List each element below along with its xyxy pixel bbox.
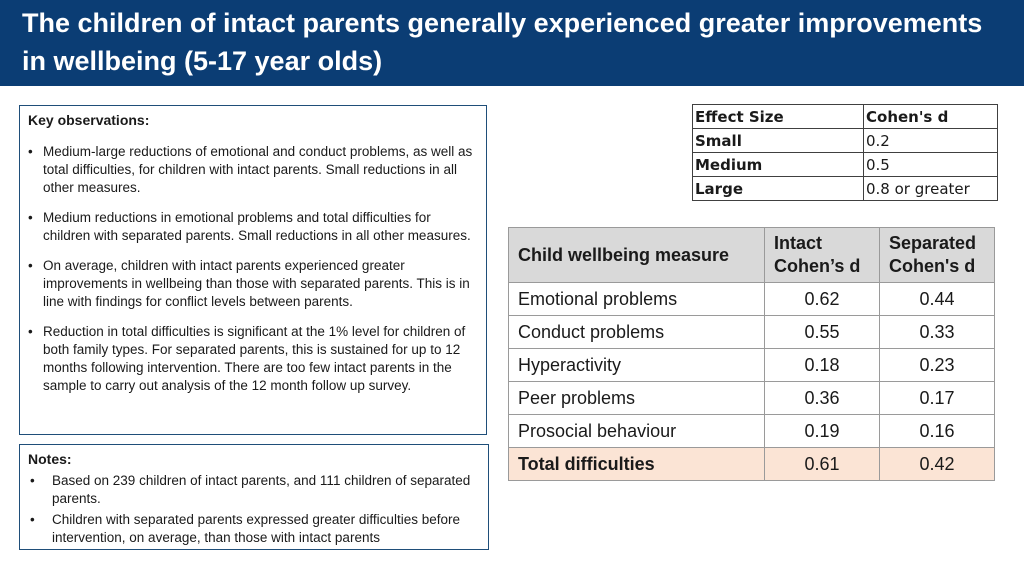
measure-name: Total difficulties: [508, 447, 765, 481]
note-item: • Children with separated parents express…: [28, 511, 480, 547]
notes-box: Notes: • Based on 239 children of intact …: [19, 444, 489, 550]
note-text: Based on 239 children of intact parents,…: [52, 473, 471, 506]
table-row: Conduct problems 0.55 0.33: [508, 315, 995, 349]
wellbeing-table: Child wellbeing measure Intact Cohen’s d…: [508, 227, 995, 481]
measure-column-header: Child wellbeing measure: [508, 227, 765, 283]
observation-item: • Medium-large reductions of emotional an…: [28, 143, 478, 197]
measure-name: Conduct problems: [508, 315, 765, 349]
measure-name: Peer problems: [508, 381, 765, 415]
observation-item: • Medium reductions in emotional problems…: [28, 209, 478, 245]
effect-size-value: 0.5: [863, 152, 998, 177]
measure-name: Emotional problems: [508, 282, 765, 316]
key-observations-list: • Medium-large reductions of emotional an…: [28, 143, 478, 395]
table-row: Hyperactivity 0.18 0.23: [508, 348, 995, 382]
total-row: Total difficulties 0.61 0.42: [508, 447, 995, 481]
bullet-icon: •: [28, 210, 33, 225]
wellbeing-header-row: Child wellbeing measure Intact Cohen’s d…: [508, 227, 995, 283]
bullet-icon: •: [28, 144, 33, 159]
separated-value: 0.33: [879, 315, 995, 349]
bullet-icon: •: [28, 324, 33, 339]
separated-value: 0.17: [879, 381, 995, 415]
notes-heading: Notes:: [28, 451, 72, 467]
intact-column-header: Intact Cohen’s d: [764, 227, 880, 283]
key-observations-box: Key observations: • Medium-large reductio…: [19, 105, 487, 435]
bullet-icon: •: [28, 258, 33, 273]
table-row: Peer problems 0.36 0.17: [508, 381, 995, 415]
title-banner: The children of intact parents generally…: [0, 0, 1024, 86]
separated-value: 0.44: [879, 282, 995, 316]
bullet-icon: •: [30, 473, 35, 488]
intact-value: 0.19: [764, 414, 880, 448]
intact-value: 0.62: [764, 282, 880, 316]
cohens-d-header: Cohen's d: [863, 104, 998, 129]
effect-size-table: Effect Size Cohen's d Small 0.2 Medium 0…: [692, 104, 998, 201]
observation-text: Reduction in total difficulties is signi…: [43, 324, 466, 393]
intact-value: 0.55: [764, 315, 880, 349]
intact-value: 0.18: [764, 348, 880, 382]
observation-text: On average, children with intact parents…: [43, 258, 470, 309]
effect-size-value: 0.2: [863, 128, 998, 153]
measure-name: Hyperactivity: [508, 348, 765, 382]
separated-value: 0.23: [879, 348, 995, 382]
effect-size-header-row: Effect Size Cohen's d: [692, 104, 998, 129]
note-item: • Based on 239 children of intact parents…: [28, 472, 480, 508]
key-observations-heading: Key observations:: [28, 112, 150, 128]
separated-value: 0.42: [879, 447, 995, 481]
effect-size-value: 0.8 or greater: [863, 176, 998, 201]
measure-name: Prosocial behaviour: [508, 414, 765, 448]
note-text: Children with separated parents expresse…: [52, 512, 460, 545]
effect-size-row: Large 0.8 or greater: [692, 176, 998, 201]
effect-size-label: Medium: [692, 152, 864, 177]
observation-item: • Reduction in total difficulties is sign…: [28, 323, 478, 395]
page-title: The children of intact parents generally…: [22, 8, 983, 76]
effect-size-label: Large: [692, 176, 864, 201]
effect-size-label: Small: [692, 128, 864, 153]
observation-item: • On average, children with intact parent…: [28, 257, 478, 311]
observation-text: Medium reductions in emotional problems …: [43, 210, 471, 243]
intact-value: 0.61: [764, 447, 880, 481]
table-row: Prosocial behaviour 0.19 0.16: [508, 414, 995, 448]
separated-column-header: Separated Cohen's d: [879, 227, 995, 283]
table-row: Emotional problems 0.62 0.44: [508, 282, 995, 316]
separated-value: 0.16: [879, 414, 995, 448]
effect-size-header: Effect Size: [692, 104, 864, 129]
bullet-icon: •: [30, 512, 35, 527]
observation-text: Medium-large reductions of emotional and…: [43, 144, 473, 195]
effect-size-row: Medium 0.5: [692, 152, 998, 177]
effect-size-row: Small 0.2: [692, 128, 998, 153]
notes-list: • Based on 239 children of intact parents…: [28, 472, 480, 547]
intact-value: 0.36: [764, 381, 880, 415]
